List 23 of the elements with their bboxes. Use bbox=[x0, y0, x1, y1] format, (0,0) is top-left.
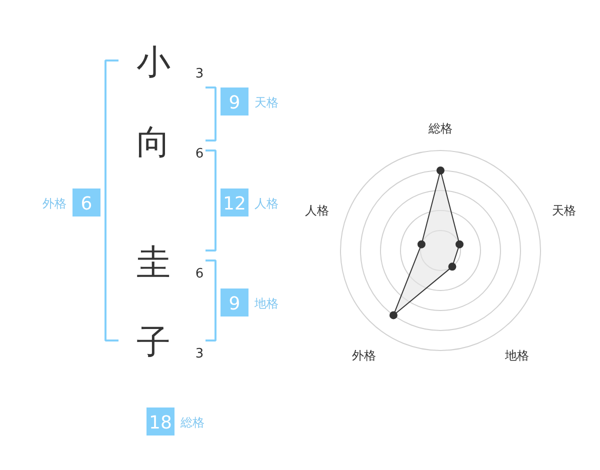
text: 18 bbox=[149, 412, 172, 434]
text: 外格 bbox=[42, 196, 66, 210]
spoke-label: 外格 bbox=[352, 348, 376, 363]
text: 6 bbox=[80, 194, 92, 214]
text: 6 bbox=[195, 266, 204, 282]
text: 3 bbox=[195, 66, 204, 82]
spoke-label: 地格 bbox=[504, 348, 529, 363]
text: 12 bbox=[223, 194, 246, 214]
text: 総格 bbox=[180, 416, 204, 430]
text: 3 bbox=[195, 346, 204, 362]
spoke-label: 総格 bbox=[428, 122, 452, 136]
spoke-label: 人格 bbox=[304, 203, 329, 218]
category-label: 向 bbox=[136, 122, 170, 162]
category-label: 圭 bbox=[136, 242, 170, 282]
spoke-label: 天格 bbox=[552, 203, 576, 218]
text: 6 bbox=[195, 146, 204, 162]
text: 地格 bbox=[254, 296, 278, 310]
text: 天格 bbox=[254, 96, 278, 110]
category-label: 小 bbox=[136, 42, 170, 82]
category-label: 子 bbox=[136, 322, 170, 362]
text: 9 bbox=[228, 92, 240, 114]
text: 9 bbox=[228, 294, 240, 314]
text: 人格 bbox=[254, 196, 278, 210]
